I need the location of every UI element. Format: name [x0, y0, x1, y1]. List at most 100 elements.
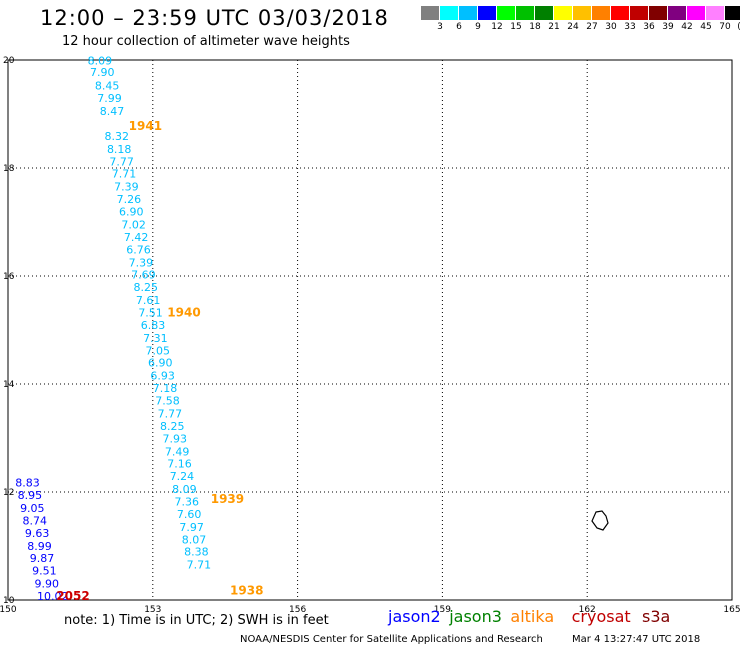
wave-height-value: 7.49 — [165, 445, 190, 458]
color-swatch — [554, 6, 573, 20]
wave-height-value: 7.93 — [162, 432, 187, 445]
color-scale-bar — [421, 6, 740, 20]
color-scale-label: 45 — [700, 22, 712, 32]
wave-height-value: 7.31 — [143, 332, 168, 345]
wave-height-value: 6.76 — [126, 243, 150, 256]
color-swatch — [668, 6, 687, 20]
legend-entry-jason3: jason3 — [449, 607, 502, 626]
map-subtitle: 12 hour collection of altimeter wave hei… — [62, 34, 350, 49]
wave-height-value: 7.02 — [121, 218, 146, 231]
wave-height-value: 6.90 — [148, 357, 173, 370]
lat-tick-label: 12 — [3, 488, 14, 498]
lon-tick-label: 165 — [723, 605, 740, 615]
wave-height-value: 10.02 — [37, 590, 69, 603]
wave-height-value: 9.87 — [30, 552, 55, 565]
wave-height-value: 8.09 — [88, 54, 113, 67]
color-swatch — [592, 6, 611, 20]
wave-height-value: 8.18 — [107, 143, 131, 156]
lon-tick-label: 150 — [0, 605, 17, 615]
wave-height-value: 7.77 — [158, 407, 183, 420]
pass-number-label: 1939 — [211, 492, 244, 506]
color-scale-label: 6 — [456, 22, 462, 32]
island-outline — [591, 510, 609, 531]
wave-height-value: 7.39 — [114, 181, 139, 194]
wave-height-value: 7.42 — [124, 231, 149, 244]
wave-height-value: 7.24 — [170, 470, 195, 483]
wave-height-value: 8.74 — [22, 514, 47, 527]
color-swatch — [535, 6, 554, 20]
wave-height-value: 7.05 — [146, 344, 171, 357]
color-swatch — [440, 6, 459, 20]
wave-height-value: 9.63 — [25, 527, 50, 540]
lat-tick-label: 10 — [3, 596, 15, 606]
wave-height-value: 7.97 — [179, 521, 204, 534]
map-grid — [8, 60, 732, 600]
color-swatch — [459, 6, 478, 20]
wave-height-value: 9.90 — [35, 578, 60, 591]
lon-tick-label: 153 — [144, 605, 161, 615]
color-scale-label: 9 — [475, 22, 481, 32]
color-scale-label: (ft) — [737, 22, 740, 32]
color-scale-label: 42 — [681, 22, 693, 32]
wave-height-value: 7.99 — [97, 92, 122, 105]
color-swatch — [687, 6, 706, 20]
wave-height-value: 7.58 — [155, 395, 180, 408]
color-scale-label: 36 — [643, 22, 655, 32]
color-swatch — [725, 6, 740, 20]
lat-tick-label: 14 — [3, 380, 15, 390]
color-scale-label: 70 — [719, 22, 731, 32]
lon-tick-label: 162 — [579, 605, 596, 615]
color-scale-label: 18 — [529, 22, 541, 32]
satellite-tracks: 8.097.908.457.998.478.268.328.187.777.71… — [15, 54, 263, 603]
wave-height-value: 8.25 — [160, 420, 185, 433]
wave-height-value: 7.16 — [167, 458, 192, 471]
color-swatch — [706, 6, 725, 20]
pass-number-label: 1940 — [167, 306, 200, 320]
footer-timestamp: Mar 4 13:27:47 UTC 2018 — [572, 634, 701, 645]
color-scale-label: 30 — [605, 22, 617, 32]
color-scale-label: 21 — [548, 22, 560, 32]
legend-entry-altika: altika — [510, 607, 555, 626]
wave-height-value: 6.93 — [150, 370, 175, 383]
wave-height-value: 8.95 — [18, 489, 43, 502]
color-swatch — [497, 6, 516, 20]
color-scale-label: 27 — [586, 22, 598, 32]
color-scale-label: 24 — [567, 22, 579, 32]
wave-height-value: 8.83 — [15, 477, 39, 490]
color-scale-label: 15 — [510, 22, 522, 32]
pass-number-label: 1938 — [230, 584, 263, 598]
pass-number-label: 1941 — [129, 119, 162, 133]
pass-number-label: 2052 — [56, 589, 89, 603]
wave-height-value: 8.07 — [182, 533, 207, 546]
wave-height-value: 7.60 — [177, 508, 202, 521]
wave-height-value: 6.83 — [141, 319, 166, 332]
color-swatch — [630, 6, 649, 20]
color-swatch — [649, 6, 668, 20]
wave-height-value: 7.51 — [138, 307, 163, 320]
wave-height-value: 8.47 — [100, 105, 125, 118]
wave-height-value: 8.99 — [27, 540, 52, 553]
wave-height-value: 6.90 — [119, 206, 144, 219]
wave-height-value: 8.45 — [95, 80, 120, 93]
axis-ticks: 150 153 156 159 162 165 10 12 14 16 18 20 — [0, 56, 740, 615]
wave-height-value: 7.36 — [175, 496, 200, 509]
color-swatch — [516, 6, 535, 20]
wave-height-value: 7.71 — [187, 559, 212, 572]
footer: NOAA/NESDIS Center for Satellite Applica… — [240, 634, 700, 645]
wave-height-value: 7.26 — [117, 193, 142, 206]
wave-height-value: 7.69 — [131, 269, 156, 282]
wave-height-value: 8.38 — [184, 546, 209, 559]
wave-height-value: 7.77 — [109, 155, 134, 168]
color-scale-label: 39 — [662, 22, 674, 32]
wave-height-value: 8.32 — [105, 130, 129, 143]
lat-tick-label: 18 — [3, 164, 15, 174]
wave-height-value: 7.90 — [90, 66, 115, 79]
map-frame — [7, 59, 733, 601]
wave-height-value: 8.25 — [133, 281, 158, 294]
legend-entry-jason2: jason2 — [388, 607, 441, 626]
wave-height-value: 7.39 — [129, 256, 154, 269]
color-swatch — [611, 6, 630, 20]
wave-height-value: 7.71 — [112, 168, 137, 181]
